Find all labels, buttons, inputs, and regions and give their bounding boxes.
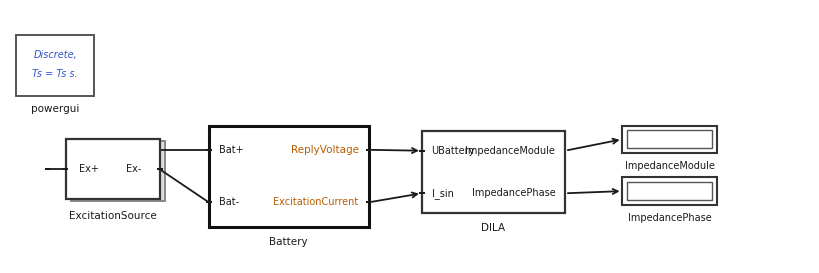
- Bar: [209, 126, 369, 227]
- Bar: [622, 126, 717, 153]
- Text: Bat-: Bat-: [219, 197, 239, 207]
- Bar: [622, 177, 717, 205]
- Bar: [157, 168, 162, 170]
- Bar: [206, 201, 211, 203]
- Text: Ex+: Ex+: [79, 164, 99, 174]
- Bar: [206, 149, 211, 151]
- Text: UBattery: UBattery: [432, 146, 475, 156]
- Bar: [627, 182, 712, 200]
- Text: ImpedanceModule: ImpedanceModule: [625, 161, 714, 171]
- Text: ImpedancePhase: ImpedancePhase: [627, 213, 712, 223]
- Bar: [419, 192, 425, 194]
- Text: ExcitationCurrent: ExcitationCurrent: [274, 197, 359, 207]
- Bar: [422, 131, 565, 213]
- Text: ImpedanceModule: ImpedanceModule: [465, 146, 555, 156]
- Text: Ex-: Ex-: [125, 164, 141, 174]
- Bar: [16, 35, 94, 96]
- Text: DILA: DILA: [482, 223, 505, 233]
- Bar: [627, 130, 712, 148]
- Bar: [45, 168, 50, 170]
- Text: ImpedancePhase: ImpedancePhase: [472, 188, 555, 198]
- Text: I_sin: I_sin: [432, 188, 454, 199]
- Text: powergui: powergui: [31, 104, 79, 114]
- Bar: [365, 201, 371, 203]
- Text: ReplyVoltage: ReplyVoltage: [291, 145, 359, 155]
- Bar: [157, 168, 162, 170]
- Bar: [66, 139, 160, 199]
- Text: Discrete,: Discrete,: [34, 50, 77, 60]
- Bar: [365, 149, 371, 151]
- Text: Ts = Ts s.: Ts = Ts s.: [33, 69, 78, 79]
- Bar: [71, 141, 165, 201]
- Bar: [419, 150, 425, 152]
- Text: Bat+: Bat+: [219, 145, 243, 155]
- Text: ExcitationSource: ExcitationSource: [69, 211, 156, 221]
- Text: Battery: Battery: [269, 237, 308, 247]
- Bar: [62, 168, 69, 170]
